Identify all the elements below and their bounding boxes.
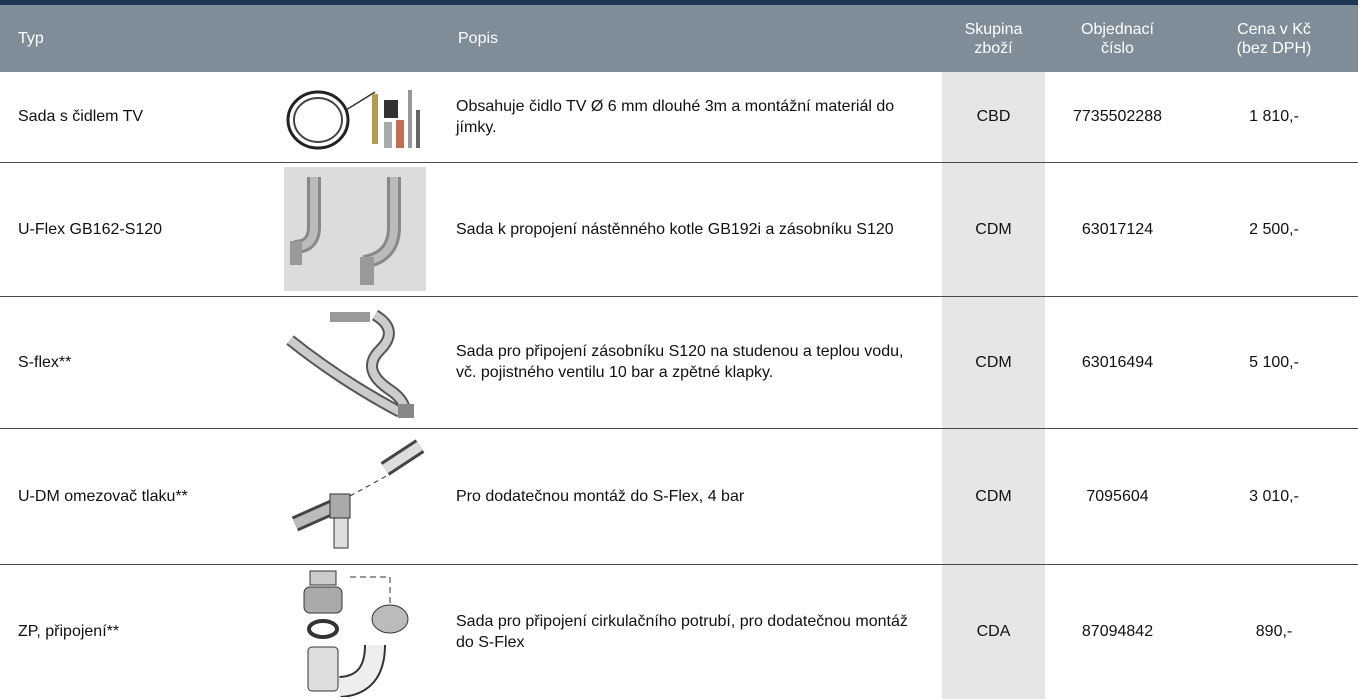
header-cell: Cena v Kč (bez DPH) xyxy=(1190,5,1358,72)
order-number: 63016494 xyxy=(1045,296,1190,429)
product-image xyxy=(270,564,440,699)
header-cell-empty xyxy=(270,5,440,72)
type: S-flex** xyxy=(0,296,270,429)
product-table: Typ Popis Skupina zboží Objednací číslo … xyxy=(0,5,1358,699)
top-stripe xyxy=(0,0,1358,5)
row: Sada s čidlem TV Obsahuje čidlo TV Ø 6 m… xyxy=(0,72,1358,163)
header-cell: Typ xyxy=(0,5,270,72)
description: Pro dodatečnou montáž do S-Flex, 4 bar xyxy=(440,428,942,565)
product-group: CDA xyxy=(942,564,1045,699)
order-number: 87094842 xyxy=(1045,564,1190,699)
header-row: Typ Popis Skupina zboží Objednací číslo … xyxy=(0,5,1358,72)
price: 890,- xyxy=(1190,564,1358,699)
product-image xyxy=(270,428,440,565)
row: ZP, připojení** Sada pro připojení cirku… xyxy=(0,564,1358,699)
header-cell: Popis xyxy=(440,5,942,72)
type: U-Flex GB162-S120 xyxy=(0,162,270,297)
product-group: CDM xyxy=(942,296,1045,429)
description: Obsahuje čidlo TV Ø 6 mm dlouhé 3m a mon… xyxy=(440,72,942,163)
product-group: CDM xyxy=(942,162,1045,297)
description: Sada pro připojení cirkulačního potrubí,… xyxy=(440,564,942,699)
row: S-flex** Sada pro připojení zásobníku S1… xyxy=(0,296,1358,429)
type: ZP, připojení** xyxy=(0,564,270,699)
product-image xyxy=(270,72,440,163)
price: 1 810,- xyxy=(1190,72,1358,163)
header-cell: Skupina zboží xyxy=(942,5,1045,72)
order-number: 7735502288 xyxy=(1045,72,1190,163)
product-image xyxy=(270,296,440,429)
price: 5 100,- xyxy=(1190,296,1358,429)
row: U-Flex GB162-S120 Sada k propojení nástě… xyxy=(0,162,1358,297)
product-image xyxy=(270,162,440,297)
row: U-DM omezovač tlaku** Pro dodatečnou mon… xyxy=(0,428,1358,565)
price: 2 500,- xyxy=(1190,162,1358,297)
type: U-DM omezovač tlaku** xyxy=(0,428,270,565)
header-cell: Objednací číslo xyxy=(1045,5,1190,72)
order-number: 7095604 xyxy=(1045,428,1190,565)
order-number: 63017124 xyxy=(1045,162,1190,297)
description: Sada pro připojení zásobníku S120 na stu… xyxy=(440,296,942,429)
price: 3 010,- xyxy=(1190,428,1358,565)
type: Sada s čidlem TV xyxy=(0,72,270,163)
description: Sada k propojení nástěnného kotle GB192i… xyxy=(440,162,942,297)
product-group: CBD xyxy=(942,72,1045,163)
product-group: CDM xyxy=(942,428,1045,565)
